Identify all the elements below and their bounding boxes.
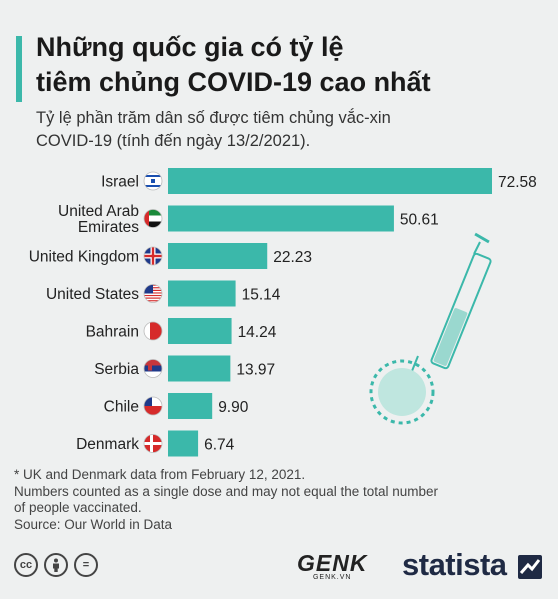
- source-note: Source: Our World in Data: [14, 516, 173, 532]
- category-label: Bahrain: [86, 324, 139, 341]
- category-label: United States: [46, 286, 139, 303]
- bahrain-flag-icon: [143, 321, 163, 341]
- value-label: 13.97: [236, 362, 275, 379]
- uae-flag-icon: [143, 209, 163, 228]
- category-label: Serbia: [94, 361, 139, 378]
- bar-denmark: [168, 430, 199, 457]
- chile-flag-icon: [143, 396, 163, 416]
- value-label: 72.58: [498, 174, 537, 191]
- by-icon: [44, 553, 68, 577]
- category-label: Israel: [101, 174, 139, 191]
- bar-serbia: [168, 355, 231, 382]
- bar-bahrain: [168, 318, 232, 344]
- serbia-flag-icon: [143, 359, 163, 378]
- chart-subtitle: Tỷ lệ phần trăm dân số được tiêm chủng v…: [36, 107, 536, 153]
- subtitle-line-1: Tỷ lệ phần trăm dân số được tiêm chủng v…: [36, 109, 391, 127]
- license-icons: cc =: [14, 553, 98, 577]
- value-label: 14.24: [238, 324, 277, 341]
- title-line-2: tiêm chủng COVID-19 cao nhất: [36, 67, 431, 97]
- category-label: Denmark: [76, 436, 139, 453]
- category-label: Emirates: [78, 219, 139, 236]
- cc-icon: cc: [14, 553, 38, 577]
- subtitle-line-2: COVID-19 (tính đến ngày 13/2/2021).: [36, 132, 311, 150]
- israel-flag-icon: [143, 171, 163, 191]
- title-accent-bar: [16, 36, 22, 102]
- category-label: United Kingdom: [29, 249, 139, 266]
- syringe-illustration: [369, 232, 492, 425]
- genk-logo-text: GENK: [297, 550, 368, 576]
- genk-logo: GENK GENK.VN: [297, 550, 367, 581]
- notes-block: * UK and Denmark data from February 12, …: [14, 467, 544, 533]
- statista-logo: statista: [402, 547, 507, 582]
- bar-united-arab-emirates: [168, 205, 394, 232]
- title-line-1: Những quốc gia có tỷ lệ: [36, 32, 344, 62]
- uk-flag-icon: [143, 246, 163, 266]
- note-uk-denmark: * UK and Denmark data from February 12, …: [14, 467, 306, 482]
- bar-israel: [168, 168, 492, 194]
- value-label: 15.14: [242, 287, 281, 304]
- note-single-dose-2: of people vaccinated.: [14, 500, 142, 515]
- chart-title: Những quốc gia có tỷ lệ tiêm chủng COVID…: [36, 30, 536, 100]
- genk-logo-url: GENK.VN: [312, 574, 352, 581]
- value-label: 9.90: [218, 399, 249, 416]
- value-label: 50.61: [400, 212, 439, 229]
- category-label: United Arab: [58, 203, 139, 220]
- note-single-dose-1: Numbers counted as a single dose and may…: [14, 483, 439, 499]
- value-label: 6.74: [204, 437, 235, 454]
- us-flag-icon: [143, 284, 163, 303]
- denmark-flag-icon: [143, 434, 163, 453]
- statista-mark-icon: [518, 555, 542, 579]
- nd-icon: =: [74, 553, 98, 577]
- bar-united-kingdom: [168, 243, 268, 269]
- category-label: Chile: [104, 399, 139, 416]
- bar-chile: [168, 393, 213, 419]
- bar-united-states: [168, 280, 236, 307]
- value-label: 22.23: [273, 249, 312, 266]
